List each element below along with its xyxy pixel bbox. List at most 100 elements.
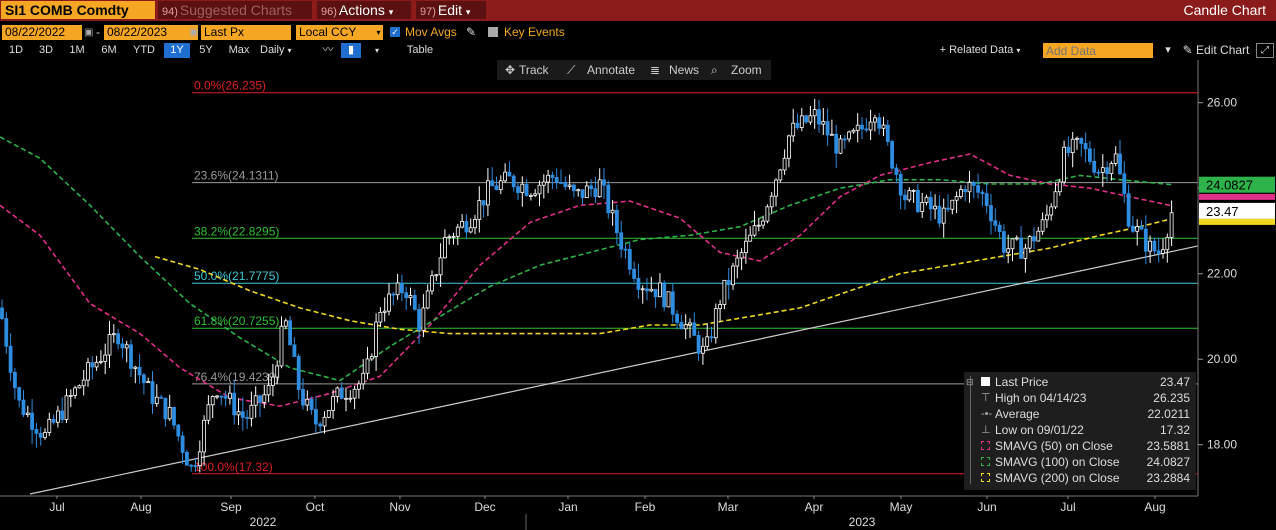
frequency-select[interactable]: Daily ▾ — [260, 43, 306, 58]
start-date-field[interactable]: 08/22/2022 — [2, 25, 82, 40]
ticker-field[interactable]: SI1 COMB Comdty — [1, 1, 155, 19]
candle-body — [193, 465, 198, 468]
mov-avgs-label[interactable]: Mov Avgs — [405, 25, 457, 39]
candle-body — [438, 257, 443, 276]
track-button[interactable]: Track — [519, 63, 549, 77]
candle-body — [339, 387, 344, 399]
edit-chart-button[interactable]: ✎ Edit Chart — [1180, 43, 1252, 58]
candle-body — [1057, 181, 1062, 193]
add-data-input[interactable] — [1043, 43, 1153, 58]
candle-body — [559, 182, 563, 184]
sma200-line — [154, 217, 1173, 335]
candle-body — [4, 318, 9, 347]
candle-body — [507, 171, 512, 177]
period-1y-button[interactable]: 1Y — [164, 43, 190, 58]
related-data-button[interactable]: + Related Data ▾ — [928, 43, 1032, 58]
candle-body — [206, 404, 211, 421]
suggested-charts-menu[interactable]: 94) Suggested Charts — [158, 1, 312, 19]
period-1m-button[interactable]: 1M — [69, 44, 85, 56]
fib-level-label: 0.0%(26.235) — [194, 79, 266, 93]
period-ytd-button[interactable]: YTD — [133, 44, 155, 56]
related-data-label: + Related Data — [939, 44, 1014, 56]
candle-body — [834, 133, 839, 154]
mov-avgs-checkbox[interactable]: ✓ — [390, 27, 400, 37]
candle-body — [666, 291, 671, 308]
period-max-button[interactable]: Max — [228, 44, 250, 56]
sma100-swatch-icon — [981, 457, 990, 466]
candle-body — [662, 282, 667, 308]
calendar-icon[interactable]: ▣ — [189, 27, 199, 38]
annotate-button[interactable]: Annotate — [587, 63, 636, 77]
news-button[interactable]: News — [669, 63, 700, 77]
period-1d-button[interactable]: 1D — [8, 44, 24, 56]
candle-body — [937, 205, 942, 224]
table-button[interactable]: Table — [406, 44, 434, 56]
end-date-field[interactable]: 08/22/2023 — [104, 25, 198, 40]
chevron-down-icon[interactable]: ▾ — [374, 25, 383, 40]
chevron-down-icon[interactable]: ▾ — [374, 46, 379, 55]
track-icon[interactable]: ✥ — [505, 63, 516, 77]
line-chart-icon[interactable]: 〰 — [322, 44, 334, 56]
candle-body — [283, 320, 288, 327]
candle-body — [709, 336, 714, 339]
currency-select[interactable]: Local CCY — [296, 25, 374, 40]
calendar-icon[interactable]: ▣ — [84, 27, 94, 38]
annotate-icon[interactable]: ⟋ — [567, 63, 576, 77]
candle-body — [129, 344, 133, 369]
candle-body — [739, 252, 744, 259]
zoom-button[interactable]: Zoom — [731, 63, 762, 77]
controls-bar: 08/22/2022 ▣ - 08/22/2023 ▣ Last Px Loca… — [0, 23, 1276, 42]
x-month-label: Apr — [805, 500, 824, 514]
candle-body — [1083, 143, 1088, 150]
trend-line — [29, 245, 1199, 495]
sma50-line — [0, 153, 1173, 408]
candle-body — [184, 451, 189, 466]
candle-chart-icon[interactable]: ▮ — [341, 43, 361, 58]
candle-body — [838, 138, 843, 154]
candle-body — [1096, 171, 1101, 174]
suggested-charts-label: Suggested Charts — [179, 2, 292, 18]
candle-body — [761, 220, 765, 226]
candle-body — [477, 200, 482, 220]
candle-body — [154, 396, 159, 404]
news-icon[interactable]: ≣ — [650, 63, 661, 77]
chevron-down-icon[interactable]: ▾ — [1165, 44, 1171, 56]
candle-body — [572, 184, 576, 192]
key-events-label[interactable]: Key Events — [504, 25, 565, 39]
candle-body — [253, 395, 258, 406]
zoom-icon[interactable]: ⌕ — [711, 63, 718, 77]
caret-down-icon: ▾ — [465, 7, 471, 17]
candle-body — [288, 320, 293, 346]
actions-menu[interactable]: 96) Actions ▾ — [317, 1, 411, 19]
candle-body — [38, 432, 43, 438]
candle-body — [550, 174, 555, 178]
candle-body — [645, 288, 649, 292]
candle-body — [851, 129, 856, 133]
pencil-icon[interactable]: ✎ — [466, 25, 477, 39]
candle-body — [903, 194, 907, 201]
candle-body — [249, 404, 254, 419]
x-month-label: Feb — [635, 500, 656, 514]
candle-body — [451, 235, 456, 238]
period-3d-button[interactable]: 3D — [38, 44, 54, 56]
candle-body — [1135, 226, 1140, 232]
x-month-label: Oct — [306, 500, 325, 514]
candle-body — [124, 344, 129, 349]
price-field-select[interactable]: Last Px — [201, 25, 291, 40]
period-6m-button[interactable]: 6M — [101, 44, 117, 56]
edit-menu[interactable]: 97) Edit ▾ — [416, 1, 486, 19]
last-price-axis-tag-label: 23.47 — [1206, 204, 1239, 219]
key-events-checkbox[interactable] — [488, 27, 498, 37]
candle-body — [442, 237, 447, 259]
period-5y-button[interactable]: 5Y — [199, 44, 213, 56]
candle-body — [971, 181, 976, 186]
menu-number: 96) — [321, 6, 337, 18]
y-tick-label: 20.00 — [1207, 352, 1237, 366]
collapse-icon[interactable]: ⊟ — [966, 377, 974, 387]
expand-icon[interactable]: ⤢ — [1256, 43, 1274, 58]
candle-body — [898, 174, 903, 196]
candle-body — [920, 202, 925, 212]
edit-label: Edit — [437, 2, 463, 18]
candle-body — [391, 293, 396, 296]
